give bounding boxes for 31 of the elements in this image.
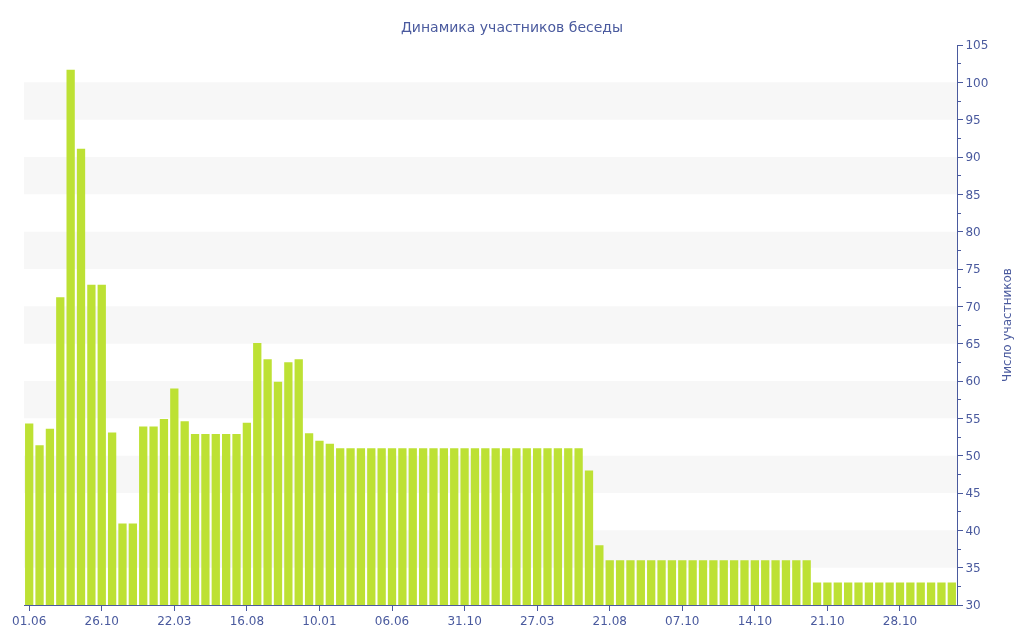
y-tick-label: 55 — [965, 411, 981, 426]
y-tick-label: 85 — [965, 187, 981, 202]
x-tick-label: 28.10 — [882, 614, 918, 629]
x-tick-label: 07.10 — [665, 614, 700, 629]
y-tick-label: 40 — [965, 523, 981, 538]
x-tick-label: 31.10 — [447, 614, 482, 629]
y-tick-label: 100 — [965, 75, 989, 90]
y-tick-label: 65 — [965, 336, 981, 351]
x-tick-label: 22.03 — [157, 614, 192, 629]
y-tick-label: 80 — [965, 224, 981, 239]
x-tick-label: 21.10 — [810, 614, 845, 629]
y-tick-label: 70 — [965, 299, 981, 314]
chart-title: Динамика участников беседы — [400, 19, 624, 36]
x-tick-label: 26.10 — [84, 614, 119, 629]
x-tick-label: 21.08 — [592, 614, 627, 629]
y-tick-label: 45 — [965, 486, 981, 501]
y-tick-label: 95 — [965, 112, 981, 127]
y-tick-label: 105 — [965, 38, 989, 53]
x-tick-label: 10.01 — [302, 614, 337, 629]
x-tick-label: 16.08 — [229, 614, 265, 629]
y-tick-label: 35 — [965, 560, 981, 575]
y-tick-label: 90 — [965, 150, 981, 165]
y-tick-label: 75 — [965, 262, 981, 277]
y-axis-title: Число участников — [1000, 268, 1015, 382]
x-tick-label: 01.06 — [12, 614, 47, 629]
y-tick-label: 30 — [965, 598, 981, 613]
y-tick-label: 60 — [965, 374, 981, 389]
x-tick-label: 27.03 — [519, 614, 555, 629]
x-tick-label: 14.10 — [737, 614, 773, 629]
x-tick-label: 06.06 — [374, 614, 410, 629]
y-tick-label: 50 — [965, 448, 981, 463]
